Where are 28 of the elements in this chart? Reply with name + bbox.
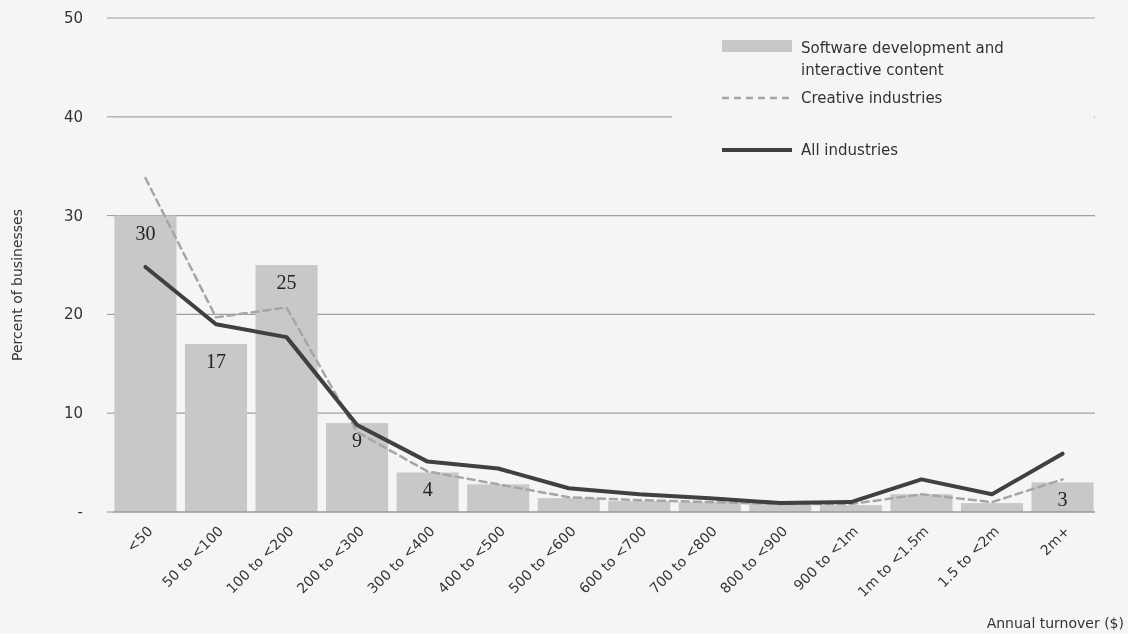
y-tick-label: 20 xyxy=(63,305,83,324)
y-tick-label: 30 xyxy=(63,206,83,225)
legend-label: Creative industries xyxy=(801,89,943,107)
y-axis-title: Percent of businesses xyxy=(9,209,25,361)
x-tick-label: <50 xyxy=(123,522,156,556)
data-label: 9 xyxy=(352,429,363,452)
legend-label: Software development and interactive content xyxy=(801,39,1004,79)
bar xyxy=(396,472,459,512)
data-label: 30 xyxy=(135,221,156,244)
y-tick-label: 40 xyxy=(63,107,83,126)
y-tick-label: 50 xyxy=(63,9,83,27)
bar xyxy=(326,423,389,512)
bar xyxy=(184,344,248,512)
legend-label: All industries xyxy=(801,141,899,159)
bar xyxy=(1031,482,1094,512)
data-label: 4 xyxy=(422,478,433,501)
y-tick-label: 10 xyxy=(63,404,83,423)
line-series xyxy=(143,264,1065,506)
data-label: 25 xyxy=(276,271,297,293)
data-label: 3 xyxy=(1057,488,1068,511)
bar xyxy=(960,503,1024,512)
bar xyxy=(255,265,318,512)
bar xyxy=(537,498,600,512)
y-tick-label: - xyxy=(77,503,83,521)
data-label: 17 xyxy=(206,350,226,373)
bar xyxy=(467,484,530,512)
bar xyxy=(114,215,177,512)
x-axis-title: Annual turnover ($) xyxy=(986,615,1124,631)
